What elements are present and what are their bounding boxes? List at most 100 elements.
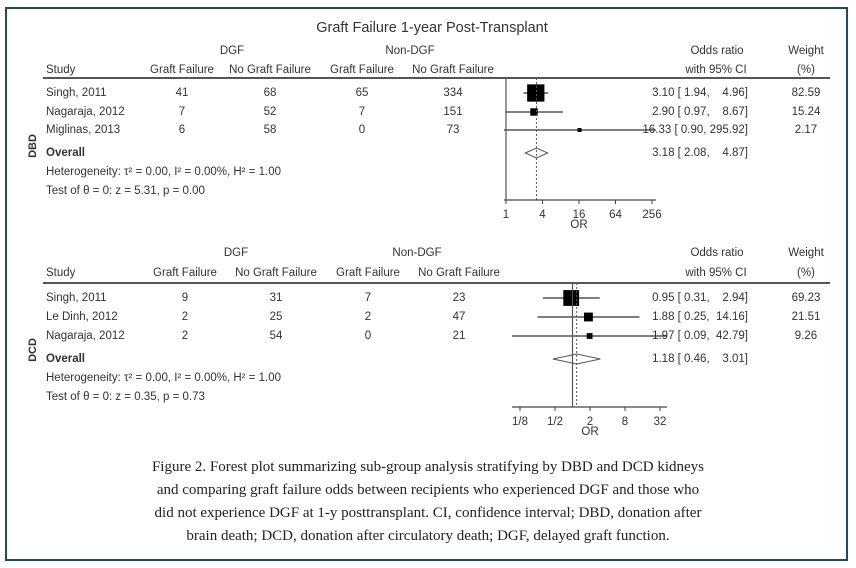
odds-ratio-ci: 1.88 [ 0.25, 14.16] <box>652 311 748 323</box>
header-divider <box>43 77 830 79</box>
weight-value: 15.24 <box>791 106 821 118</box>
column-header-weight-unit: (%) <box>797 64 815 76</box>
x-tick-label: 4 <box>539 209 546 221</box>
odds-ratio-ci: 0.95 [ 0.31, 2.94] <box>652 292 748 304</box>
column-header-study: Study <box>46 267 76 279</box>
weight-value: 9.26 <box>794 330 818 342</box>
figure-border <box>5 7 848 561</box>
x-tick-label: 2 <box>586 416 594 428</box>
odds-ratio-ci: 1.97 [ 0.09, 42.79] <box>652 330 748 342</box>
overall-label: Overall <box>46 147 85 159</box>
x-tick-label: 16 <box>572 209 586 221</box>
cell-non_ngf: 73 <box>446 124 460 136</box>
column-header-event: Graft Failure <box>330 64 394 76</box>
column-header-nonevent: No Graft Failure <box>229 64 311 76</box>
column-header-weight: Weight <box>788 247 824 259</box>
group-header-dgf: DGF <box>223 247 249 259</box>
column-header-study: Study <box>46 64 76 76</box>
heterogeneity-stats: Heterogeneity: τ² = 0.00, I² = 0.00%, H²… <box>46 372 281 384</box>
group-header-dgf: DGF <box>219 45 245 57</box>
study-name: Singh, 2011 <box>46 292 107 304</box>
chart-title: Graft Failure 1-year Post-Transplant <box>316 20 548 36</box>
x-tick-label: 1 <box>502 209 510 221</box>
group-header-non-dgf: Non-DGF <box>392 247 442 259</box>
cell-dgf_ngf: 58 <box>263 124 277 136</box>
x-tick-label: 8 <box>621 416 629 428</box>
weight-value: 82.59 <box>791 87 821 99</box>
x-axis-label: OR <box>570 219 588 231</box>
cell-dgf_gf: 9 <box>181 292 189 304</box>
column-header-event: Graft Failure <box>153 267 217 279</box>
column-header-event: Graft Failure <box>150 64 214 76</box>
cell-dgf_gf: 6 <box>178 124 186 136</box>
cell-non_gf: 0 <box>358 124 366 136</box>
study-name: Le Dinh, 2012 <box>46 311 118 323</box>
test-statistic: Test of θ = 0: z = 0.35, p = 0.73 <box>46 391 205 403</box>
column-header-nonevent: No Graft Failure <box>235 267 317 279</box>
overall-odds-ratio-ci: 1.18 [ 0.46, 3.01] <box>652 353 748 365</box>
cell-non_ngf: 47 <box>452 311 466 323</box>
x-tick-label: 64 <box>609 209 622 221</box>
x-tick-label: 32 <box>653 416 667 428</box>
odds-ratio-ci: 16.33 [ 0.90, 295.92] <box>642 124 748 136</box>
cell-dgf_gf: 41 <box>175 87 189 99</box>
caption-line: did not experience DGF at 1-y posttransp… <box>154 505 702 521</box>
cell-dgf_ngf: 68 <box>263 87 277 99</box>
study-marker <box>563 290 580 306</box>
cell-non_ngf: 21 <box>452 330 466 342</box>
study-marker <box>584 312 593 322</box>
caption-line: Figure 2. Forest plot summarizing sub-gr… <box>151 459 705 475</box>
cell-non_ngf: 151 <box>443 106 463 118</box>
cell-non_gf: 65 <box>355 87 369 99</box>
heterogeneity-stats: Heterogeneity: τ² = 0.00, I² = 0.00%, H²… <box>46 166 281 178</box>
study-marker <box>530 108 538 116</box>
column-header-odds-ratio: Odds ratio <box>690 247 744 259</box>
column-header-weight-unit: (%) <box>797 267 815 279</box>
caption-line: and comparing graft failure odds between… <box>156 482 700 498</box>
overall-label: Overall <box>46 353 85 365</box>
cell-non_gf: 7 <box>364 292 372 304</box>
cell-non_gf: 0 <box>364 330 372 342</box>
cell-dgf_gf: 7 <box>178 106 186 118</box>
study-name: Miglinas, 2013 <box>46 124 121 136</box>
overall-diamond <box>524 147 549 159</box>
x-tick-label: 1/2 <box>547 416 563 428</box>
column-header-nonevent: No Graft Failure <box>418 267 500 279</box>
cell-dgf_ngf: 52 <box>263 106 277 118</box>
x-tick-label: 1/8 <box>512 416 528 428</box>
study-marker <box>577 128 582 132</box>
column-header-ci: with 95% CI <box>685 267 747 279</box>
cell-non_ngf: 23 <box>452 292 466 304</box>
study-name: Nagaraja, 2012 <box>46 106 125 118</box>
weight-value: 2.17 <box>794 124 818 136</box>
column-header-ci: with 95% CI <box>685 64 747 76</box>
column-header-weight: Weight <box>788 45 824 57</box>
weight-value: 69.23 <box>791 292 821 304</box>
cell-dgf_gf: 2 <box>181 330 189 342</box>
study-marker <box>586 333 593 339</box>
figure-caption: Figure 2. Forest plot summarizing sub-gr… <box>30 456 826 548</box>
odds-ratio-ci: 3.10 [ 1.94, 4.96] <box>652 87 748 99</box>
weight-value: 21.51 <box>791 311 821 323</box>
column-header-event: Graft Failure <box>336 267 400 279</box>
column-header-nonevent: No Graft Failure <box>412 64 494 76</box>
overall-odds-ratio-ci: 3.18 [ 2.08, 4.87] <box>652 147 748 159</box>
cell-dgf_ngf: 31 <box>269 292 283 304</box>
cell-dgf_ngf: 54 <box>269 330 283 342</box>
x-axis-label: OR <box>581 426 599 438</box>
group-header-non-dgf: Non-DGF <box>385 45 435 57</box>
cell-non_gf: 2 <box>364 311 372 323</box>
study-marker <box>527 84 545 102</box>
test-statistic: Test of θ = 0: z = 5.31, p = 0.00 <box>46 185 205 197</box>
caption-line: brain death; DCD, donation after circula… <box>186 528 670 544</box>
column-header-odds-ratio: Odds ratio <box>690 45 744 57</box>
cell-dgf_gf: 2 <box>181 311 189 323</box>
cell-non_ngf: 334 <box>443 87 463 99</box>
cell-dgf_ngf: 25 <box>269 311 283 323</box>
odds-ratio-ci: 2.90 [ 0.97, 8.67] <box>652 106 748 118</box>
header-divider <box>43 282 830 284</box>
cell-non_gf: 7 <box>358 106 366 118</box>
x-tick-label: 256 <box>642 209 662 221</box>
